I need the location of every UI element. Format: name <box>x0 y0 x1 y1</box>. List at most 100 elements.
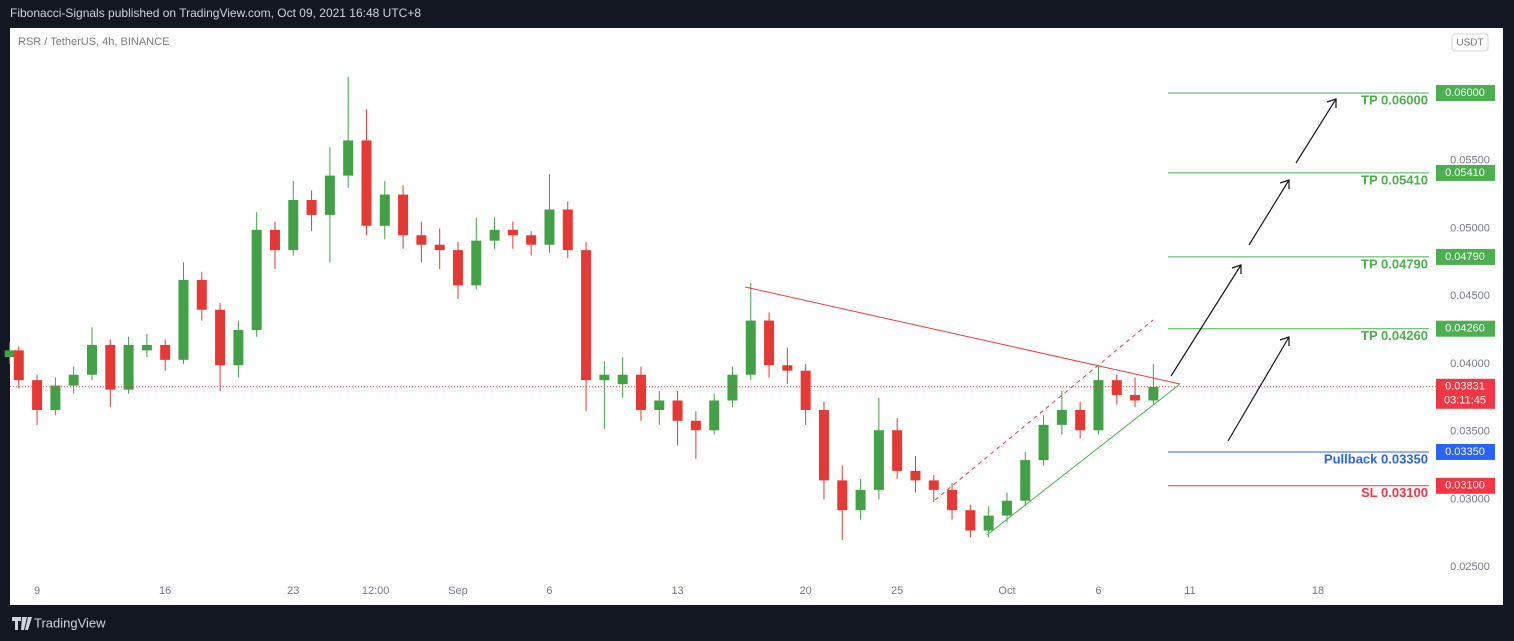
candle-body <box>160 344 171 360</box>
last-price-badge <box>1436 378 1495 409</box>
countdown-label: 03:11:45 <box>1444 395 1486 407</box>
level-badge-label: 0.04790 <box>1445 251 1485 263</box>
y-tick-label: 0.04500 <box>1450 290 1490 302</box>
candle-body <box>965 510 976 531</box>
currency-button[interactable] <box>1451 33 1489 52</box>
x-tick-label: 16 <box>159 585 171 597</box>
candle-body <box>507 229 518 236</box>
candle-body <box>215 309 226 366</box>
candle-body <box>452 250 463 286</box>
candle-body <box>928 480 939 490</box>
level-badge <box>1436 320 1495 337</box>
x-tick-label: 18 <box>1312 585 1324 597</box>
level-label: SL 0.03100 <box>1361 485 1428 500</box>
level-badge <box>1436 164 1495 181</box>
candle-body <box>324 175 335 215</box>
candle-body <box>489 229 500 241</box>
candle-body <box>50 385 61 410</box>
y-tick-label: 0.05500 <box>1450 155 1490 167</box>
candle-body <box>1001 500 1012 516</box>
marks <box>4 76 1437 540</box>
level-badge-label: 0.03100 <box>1445 480 1485 492</box>
candle-body <box>68 374 79 386</box>
currency-button-label[interactable]: USDT <box>1456 38 1483 49</box>
candle-body <box>599 374 610 381</box>
level-badge <box>1436 477 1495 494</box>
candle-body <box>398 194 409 236</box>
arrow-head <box>1326 98 1337 108</box>
resistance-trendline <box>744 286 1181 385</box>
y-tick-label: 0.04000 <box>1450 358 1490 370</box>
candle-body <box>269 229 280 251</box>
candle-body <box>654 400 665 410</box>
candle-body <box>837 480 848 511</box>
candle-body <box>4 350 15 358</box>
level-badge-label: 0.03350 <box>1445 446 1485 458</box>
candle-body <box>233 330 244 366</box>
y-tick-label: 0.03000 <box>1450 493 1490 505</box>
candle-body <box>1020 460 1031 501</box>
x-tick-label: 9 <box>34 585 40 597</box>
candle-body <box>306 200 317 215</box>
arrow-head <box>1231 264 1242 274</box>
candle-body <box>818 409 829 481</box>
arrow <box>1227 336 1290 442</box>
candle-body <box>1093 380 1104 431</box>
x-tick-label: 23 <box>287 585 299 597</box>
candle-body <box>288 200 299 251</box>
candle-body <box>105 344 116 390</box>
candle-body <box>562 209 573 251</box>
candle-body <box>434 244 445 251</box>
level-badge-label: 0.05410 <box>1445 167 1485 179</box>
level-label: TP 0.04260 <box>1361 328 1428 343</box>
candle-body <box>764 320 775 366</box>
candle-body <box>983 515 994 531</box>
arrow-head <box>1279 336 1290 346</box>
x-tick-label: 6 <box>546 585 552 597</box>
arrow <box>1295 98 1337 164</box>
candle-body <box>1111 380 1122 396</box>
candle-body <box>745 320 756 375</box>
candle-body <box>672 400 683 421</box>
candle-body <box>416 235 427 245</box>
candle-body <box>873 430 884 490</box>
level-label: TP 0.05410 <box>1361 172 1428 187</box>
x-tick-label: 12:00 <box>362 585 390 597</box>
candle-body <box>635 374 646 410</box>
candle-body <box>727 374 738 401</box>
channel-line <box>934 319 1154 501</box>
level-label: TP 0.04790 <box>1361 256 1428 271</box>
level-badge <box>1436 443 1495 460</box>
level-badge <box>1436 248 1495 265</box>
y-tick-label: 0.02500 <box>1450 561 1490 573</box>
candle-body <box>361 140 372 226</box>
candle-body <box>617 374 628 385</box>
support-trendline <box>986 383 1181 536</box>
level-label: TP 0.06000 <box>1361 92 1428 107</box>
x-tick-label: 6 <box>1095 585 1101 597</box>
candle-body <box>800 370 811 410</box>
x-tick-label: 11 <box>1184 585 1195 597</box>
candle-body <box>544 209 555 245</box>
level-badge <box>1436 85 1495 102</box>
level-badge-label: 0.06000 <box>1445 87 1485 99</box>
y-tick-label: 0.05000 <box>1450 222 1490 234</box>
symbol-title: RSR / TetherUS, 4h, BINANCE <box>18 36 169 48</box>
candle-body <box>581 250 592 381</box>
arrow-head <box>1279 179 1290 189</box>
candle-body <box>379 194 390 226</box>
candle-body <box>782 365 793 371</box>
x-tick-label: 25 <box>891 585 903 597</box>
candle-body <box>471 240 482 286</box>
x-tick-label: Sep <box>448 585 468 597</box>
labels: 0.02500 0.03000 0.03500 0.04000 0.04500 0.050… <box>34 85 1495 597</box>
candle-body <box>1075 409 1086 431</box>
candle-body <box>141 344 152 351</box>
y-tick-label: 0.03500 <box>1450 426 1490 438</box>
footer-brand: TradingView <box>34 615 106 630</box>
x-tick-label: 13 <box>671 585 683 597</box>
level-badge-label: 0.04260 <box>1445 323 1485 335</box>
candle-body <box>32 380 43 410</box>
